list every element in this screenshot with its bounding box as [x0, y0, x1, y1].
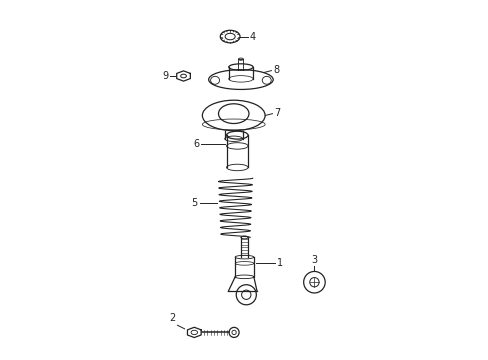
Text: 8: 8 [273, 64, 279, 75]
Text: 4: 4 [249, 32, 256, 41]
Text: 1: 1 [276, 258, 283, 268]
Text: 5: 5 [191, 198, 198, 208]
Text: 7: 7 [274, 108, 280, 118]
Text: 9: 9 [162, 71, 168, 81]
Text: 6: 6 [193, 139, 199, 149]
Text: 3: 3 [311, 255, 317, 265]
Text: 2: 2 [169, 314, 175, 323]
